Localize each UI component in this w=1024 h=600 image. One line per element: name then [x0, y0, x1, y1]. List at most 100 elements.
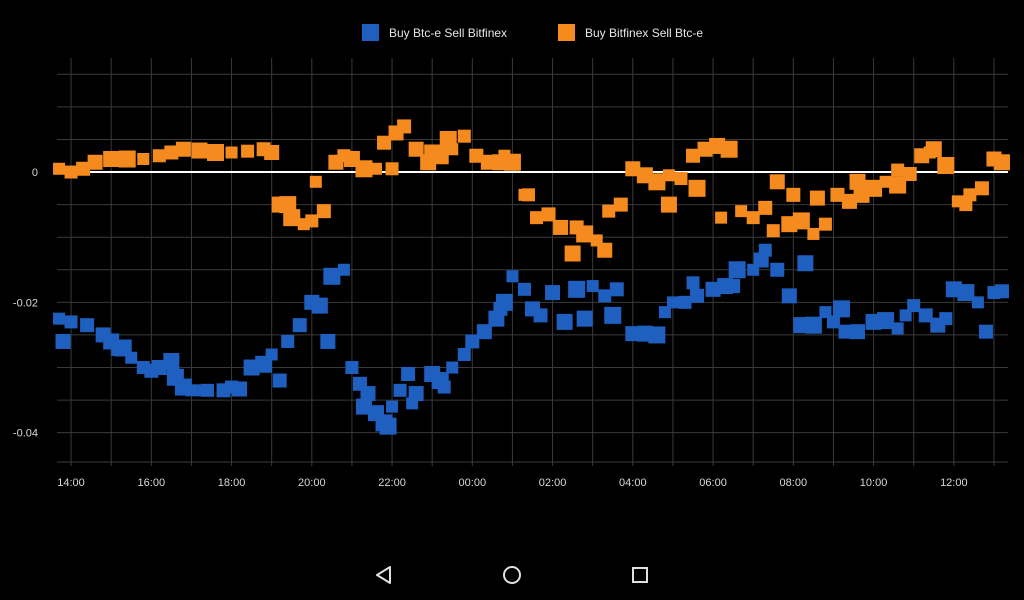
data-point [826, 315, 840, 329]
x-tick-label: 04:00 [619, 477, 647, 489]
x-axis-ticks: 14:00 16:00 18:00 20:00 22:00 00:00 02:00 04:00… [57, 477, 967, 489]
data-point [87, 154, 103, 170]
data-point [241, 144, 255, 158]
data-point [974, 181, 989, 196]
data-point [457, 129, 471, 143]
data-point [530, 211, 544, 225]
data-point [902, 166, 917, 181]
data-point [819, 306, 832, 319]
x-tick-label: 02:00 [539, 477, 567, 489]
data-point [480, 154, 496, 170]
data-point [770, 262, 785, 277]
data-point [191, 142, 208, 159]
data-point [469, 148, 484, 163]
data-point [64, 315, 78, 329]
data-point [457, 347, 471, 361]
x-tick-label: 14:00 [57, 477, 85, 489]
navigation-bar [0, 550, 1024, 600]
recents-button[interactable] [627, 562, 653, 588]
data-point [686, 276, 700, 290]
data-point [769, 174, 785, 190]
data-point [408, 141, 424, 157]
data-point [598, 289, 612, 303]
data-point [899, 309, 912, 322]
data-point [889, 176, 907, 194]
y-tick-label: -0.04 [13, 428, 38, 440]
data-point [609, 282, 624, 297]
data-point [569, 220, 584, 235]
data-point [152, 149, 166, 163]
data-point [957, 284, 975, 302]
data-point [151, 360, 167, 376]
data-point [525, 301, 540, 317]
legend-swatch-blue [362, 24, 379, 41]
data-point [804, 316, 822, 334]
data-point [918, 308, 933, 323]
data-point [393, 383, 407, 397]
data-point [406, 397, 419, 410]
data-point [385, 162, 399, 176]
data-point [309, 175, 322, 188]
recents-icon [632, 567, 648, 583]
data-point [370, 162, 383, 175]
data-point [993, 154, 1010, 171]
data-point [377, 135, 392, 150]
data-point [604, 306, 622, 324]
data-point [337, 263, 350, 276]
data-point [311, 297, 328, 314]
legend-swatch-orange [558, 24, 575, 41]
data-point [493, 301, 508, 316]
data-point [662, 169, 675, 182]
data-point [807, 227, 820, 240]
data-point [576, 310, 593, 327]
data-point [849, 173, 866, 190]
data-point [498, 149, 511, 162]
data-point [660, 196, 677, 213]
data-point [648, 326, 666, 344]
data-point [521, 188, 535, 202]
data-point [726, 279, 741, 294]
data-point [753, 252, 769, 268]
y-tick-label: -0.02 [13, 297, 38, 309]
data-point [439, 130, 457, 148]
data-point [64, 165, 78, 179]
data-point [53, 162, 66, 175]
home-button[interactable] [499, 562, 525, 588]
data-point [446, 361, 459, 374]
grid [57, 58, 1008, 466]
data-point [877, 312, 895, 330]
data-point [360, 386, 376, 402]
data-point [281, 334, 295, 348]
data-point [225, 380, 239, 394]
data-point [613, 197, 628, 212]
data-point [53, 312, 66, 325]
data-point [781, 288, 797, 304]
data-point [279, 196, 297, 214]
legend-item-buy-bitfinex-sell-btce: Buy Bitfinex Sell Btc-e [558, 24, 703, 41]
x-tick-label: 10:00 [860, 477, 888, 489]
data-point [103, 151, 120, 167]
data-point [164, 145, 179, 160]
back-icon [376, 566, 391, 584]
data-point [388, 125, 404, 141]
x-tick-label: 22:00 [378, 477, 406, 489]
data-point [586, 280, 599, 293]
data-point [735, 205, 748, 218]
data-point [125, 351, 138, 364]
y-tick-label: 0 [32, 167, 38, 179]
data-point [690, 288, 705, 303]
x-tick-label: 20:00 [298, 477, 326, 489]
chart: 14:00 16:00 18:00 20:00 22:00 00:00 02:00 04:00… [13, 58, 1010, 489]
data-point [401, 367, 416, 382]
data-point [225, 146, 238, 159]
data-point [355, 398, 372, 415]
data-point [842, 193, 857, 209]
x-tick-label: 12:00 [940, 477, 968, 489]
data-point [553, 219, 569, 235]
back-button[interactable] [371, 562, 397, 588]
data-point [264, 144, 280, 160]
data-point [355, 160, 373, 178]
data-point [797, 255, 814, 272]
x-tick-label: 08:00 [780, 477, 808, 489]
data-point [556, 313, 573, 330]
